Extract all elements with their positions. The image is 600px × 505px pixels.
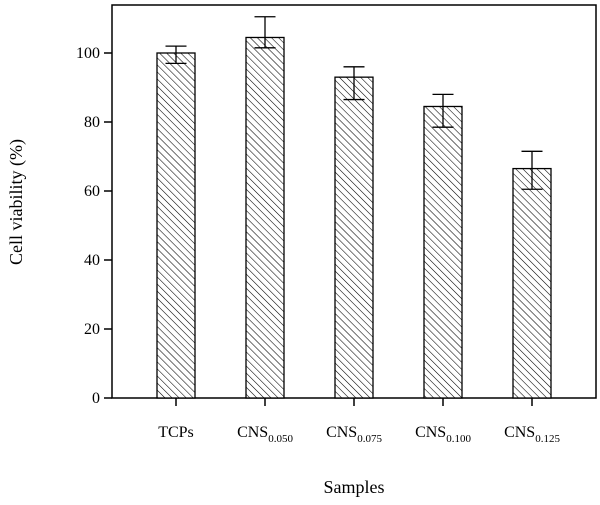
x-tick-label-base: CNS (504, 424, 535, 441)
bar (334, 76, 374, 399)
y-axis-title: Cell viability (%) (6, 139, 27, 265)
x-tick-label: CNS0.050 (237, 424, 293, 445)
x-tick-label-base: CNS (415, 424, 446, 441)
y-tick-label: 100 (76, 45, 100, 62)
y-tick-label: 20 (84, 321, 100, 338)
bar (156, 52, 196, 399)
x-tick-label-subscript: 0.125 (535, 433, 560, 445)
y-tick-label: 40 (84, 252, 100, 269)
y-tick-label: 60 (84, 183, 100, 200)
x-tick-label: CNS0.075 (326, 424, 382, 445)
bars (156, 16, 552, 399)
bar (512, 167, 552, 399)
x-tick-label-subscript: 0.050 (268, 433, 293, 445)
x-tick-label-base: CNS (326, 424, 357, 441)
x-tick-label: CNS0.100 (415, 424, 471, 445)
y-tick-label: 0 (92, 390, 100, 407)
y-tick-label: 80 (84, 114, 100, 131)
x-tick-label-subscript: 0.100 (446, 433, 471, 445)
x-tick-label: CNS0.125 (504, 424, 560, 445)
y-axis: 0 20 40 60 80 100 (76, 45, 112, 407)
x-axis: TCPs CNS0.050 CNS0.075 CNS0.100 CNS0.125 (158, 398, 560, 445)
bar (423, 105, 463, 399)
x-tick-label-base: TCPs (158, 424, 194, 441)
x-axis-title: Samples (324, 477, 385, 497)
x-tick-label-base: CNS (237, 424, 268, 441)
bar (245, 36, 285, 399)
x-tick-label: TCPs (158, 424, 194, 441)
x-tick-label-subscript: 0.075 (357, 433, 382, 445)
